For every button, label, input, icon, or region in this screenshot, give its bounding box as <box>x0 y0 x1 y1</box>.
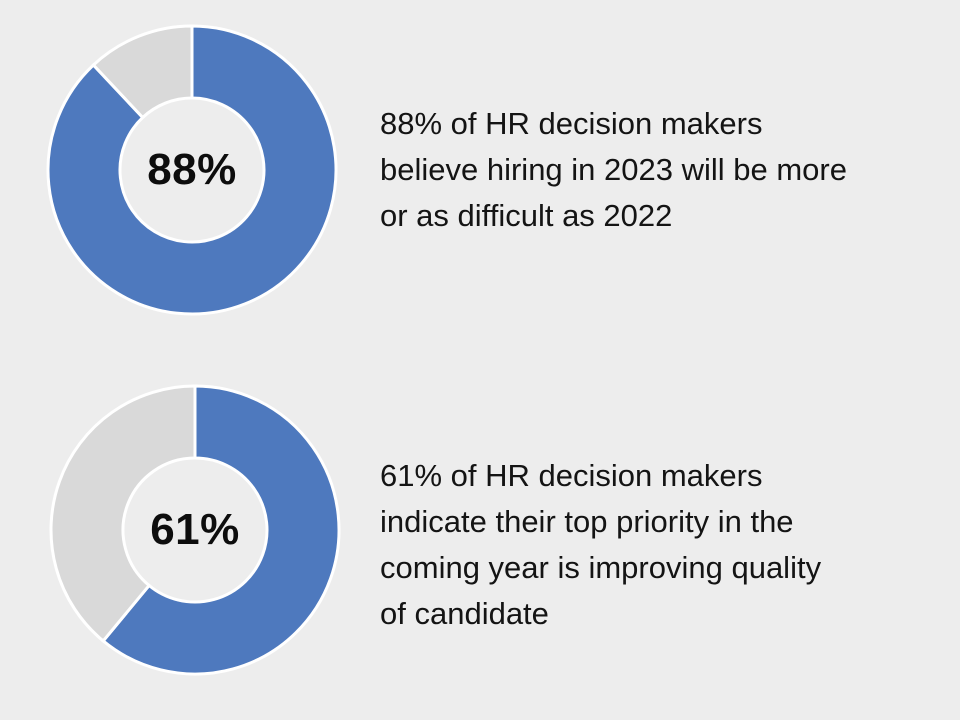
donut-segment-agree <box>46 24 338 316</box>
donut-chart-61: 61% <box>49 384 341 676</box>
donut-center-label-61: 61% <box>150 505 240 554</box>
donut-segment-remainder <box>91 24 194 120</box>
stat-caption-61: 61% of HR decision makers indicate their… <box>380 458 822 631</box>
donut-segment-agree <box>101 384 341 676</box>
donut-center-label-88: 88% <box>147 145 237 194</box>
donut-chart-88-svg <box>46 24 338 316</box>
donut-chart-88: 88% <box>46 24 338 316</box>
stat-caption-88: 88% of HR decision makers believe hiring… <box>380 106 847 233</box>
donut-segment-remainder <box>49 384 197 644</box>
donut-chart-61-svg <box>49 384 341 676</box>
